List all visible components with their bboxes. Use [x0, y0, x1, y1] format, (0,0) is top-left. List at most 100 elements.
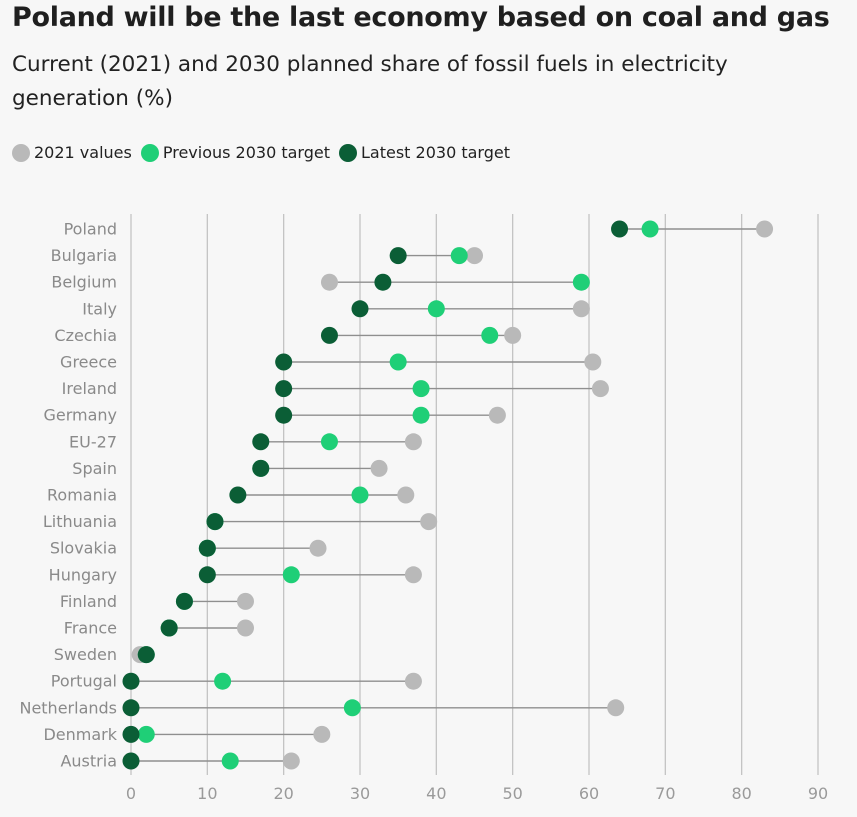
- country-label-czechia: Czechia: [54, 326, 117, 345]
- x-tick-label-20: 20: [273, 784, 293, 803]
- dot-2021-belgium: [320, 273, 338, 291]
- x-tick-label-90: 90: [808, 784, 828, 803]
- legend: 2021 values Previous 2030 target Latest …: [12, 143, 519, 162]
- dot-2021-germany: [488, 406, 506, 424]
- x-tick-label-60: 60: [579, 784, 599, 803]
- dot-latest-target-denmark: [122, 725, 140, 743]
- country-label-hungary: Hungary: [49, 565, 117, 584]
- dot-previous-target-greece: [389, 353, 407, 371]
- dot-2021-portugal: [404, 672, 422, 690]
- country-label-france: France: [64, 619, 117, 638]
- country-label-ireland: Ireland: [62, 379, 117, 398]
- dot-2021-austria: [282, 752, 300, 770]
- dot-previous-target-portugal: [214, 672, 232, 690]
- legend-label-2021: 2021 values: [34, 143, 132, 162]
- dot-previous-target-czechia: [481, 326, 499, 344]
- dot-latest-target-slovakia: [198, 539, 216, 557]
- country-label-belgium: Belgium: [51, 273, 117, 292]
- legend-swatch-previous-target: [140, 143, 159, 162]
- dot-latest-target-italy: [351, 300, 369, 318]
- country-label-sweden: Sweden: [54, 645, 117, 664]
- country-label-greece: Greece: [60, 353, 117, 372]
- dot-2021-finland: [237, 592, 254, 610]
- dot-2021-romania: [397, 486, 415, 504]
- country-label-austria: Austria: [60, 752, 117, 771]
- chart-subtitle: Current (2021) and 2030 planned share of…: [12, 52, 728, 111]
- dot-latest-target-eu-27: [252, 433, 270, 451]
- dot-latest-target-spain: [252, 459, 270, 477]
- legend-swatch-latest-target: [339, 143, 357, 162]
- dot-previous-target-austria: [221, 752, 239, 770]
- dot-latest-target-greece: [275, 353, 293, 371]
- country-label-eu-27: EU-27: [69, 432, 117, 451]
- legend-label-latest-target: Latest 2030 target: [361, 143, 510, 162]
- dot-latest-target-netherlands: [122, 699, 140, 717]
- country-label-slovakia: Slovakia: [50, 539, 117, 558]
- dot-2021-france: [237, 619, 254, 637]
- country-label-finland: Finland: [60, 592, 117, 611]
- x-tick-label-0: 0: [126, 784, 136, 803]
- dot-latest-target-bulgaria: [389, 247, 407, 265]
- dot-previous-target-eu-27: [320, 433, 338, 451]
- x-tick-label-50: 50: [502, 784, 522, 803]
- dot-latest-target-finland: [175, 592, 193, 610]
- x-tick-label-30: 30: [350, 784, 370, 803]
- dot-latest-target-portugal: [122, 672, 140, 690]
- country-label-spain: Spain: [72, 459, 117, 478]
- dot-2021-denmark: [313, 725, 331, 743]
- country-label-lithuania: Lithuania: [43, 512, 117, 531]
- x-tick-label-70: 70: [655, 784, 675, 803]
- dot-2021-italy: [572, 300, 590, 318]
- country-label-germany: Germany: [43, 406, 117, 425]
- dot-previous-target-italy: [427, 300, 445, 318]
- dot-2021-lithuania: [420, 513, 438, 531]
- dot-previous-target-hungary: [282, 566, 300, 584]
- dot-latest-target-romania: [229, 486, 247, 504]
- dot-previous-target-poland: [641, 220, 659, 238]
- x-tick-label-10: 10: [197, 784, 217, 803]
- dot-2021-slovakia: [309, 539, 327, 557]
- legend-item-previous-target: Previous 2030 target: [140, 143, 330, 162]
- dot-2021-hungary: [404, 566, 422, 584]
- country-label-portugal: Portugal: [51, 672, 117, 691]
- legend-item-latest-target: Latest 2030 target: [339, 143, 510, 162]
- dot-2021-ireland: [591, 380, 609, 398]
- legend-item-2021: 2021 values: [12, 143, 132, 162]
- dot-latest-target-czechia: [320, 326, 338, 344]
- dot-previous-target-netherlands: [343, 699, 361, 717]
- country-label-romania: Romania: [47, 486, 117, 505]
- dot-latest-target-austria: [122, 752, 140, 770]
- dot-previous-target-romania: [351, 486, 369, 504]
- dot-2021-czechia: [504, 326, 522, 344]
- dot-previous-target-bulgaria: [450, 247, 468, 265]
- chart-title: Poland will be the last economy based on…: [12, 2, 830, 33]
- dot-latest-target-ireland: [275, 380, 293, 398]
- dot-2021-bulgaria: [466, 247, 483, 265]
- legend-swatch-2021: [12, 143, 30, 162]
- legend-label-previous-target: Previous 2030 target: [162, 143, 330, 162]
- country-label-italy: Italy: [82, 299, 117, 318]
- country-label-bulgaria: Bulgaria: [51, 246, 117, 265]
- country-label-denmark: Denmark: [43, 725, 117, 744]
- country-label-poland: Poland: [64, 220, 117, 239]
- dot-latest-target-germany: [275, 406, 293, 424]
- dot-latest-target-lithuania: [206, 513, 224, 531]
- dot-previous-target-denmark: [137, 725, 155, 743]
- x-tick-label-80: 80: [731, 784, 751, 803]
- dot-2021-eu-27: [404, 433, 422, 451]
- dot-2021-netherlands: [607, 699, 625, 717]
- dot-2021-spain: [370, 459, 388, 477]
- dot-latest-target-hungary: [198, 566, 216, 584]
- dot-previous-target-belgium: [572, 273, 590, 291]
- dot-latest-target-france: [160, 619, 178, 637]
- dot-previous-target-ireland: [412, 380, 430, 398]
- dot-previous-target-germany: [412, 406, 430, 424]
- dot-latest-target-poland: [611, 220, 629, 238]
- dot-2021-poland: [756, 220, 774, 238]
- country-label-netherlands: Netherlands: [19, 698, 117, 717]
- dot-latest-target-belgium: [374, 273, 392, 291]
- dot-2021-greece: [584, 353, 602, 371]
- x-tick-label-40: 40: [426, 784, 446, 803]
- dot-latest-target-sweden: [137, 646, 155, 664]
